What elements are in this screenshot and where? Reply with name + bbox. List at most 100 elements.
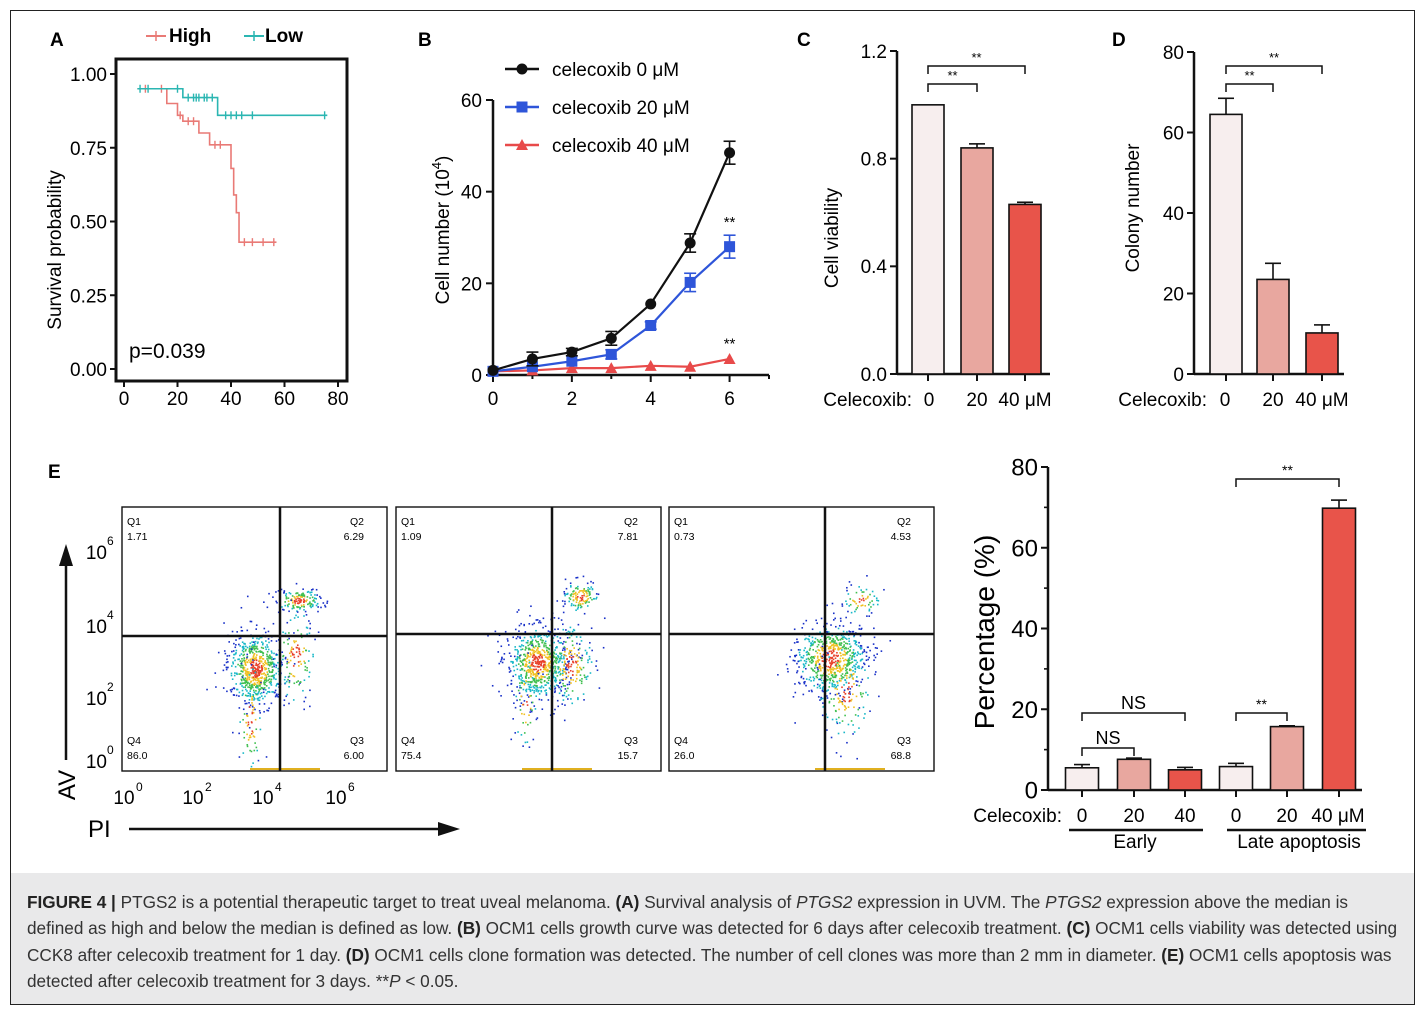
flow-dot: [857, 605, 859, 607]
flow-dot: [270, 640, 273, 642]
flow-dot: [295, 582, 298, 585]
flow-dot: [302, 689, 304, 692]
flow-dot: [536, 660, 539, 663]
flow-dot: [298, 600, 301, 603]
flow-dot: [554, 708, 556, 711]
flow-dot: [514, 732, 517, 734]
flow-dot: [267, 648, 270, 651]
flow-dot: [246, 690, 248, 692]
flow-x-tick-label: 10: [113, 788, 134, 809]
flow-dot: [862, 591, 865, 593]
flow-dot: [232, 662, 235, 665]
flow-dot: [265, 680, 268, 682]
flow-dot: [535, 679, 537, 681]
flow-q3-label: Q3: [624, 735, 638, 747]
flow-dot: [852, 649, 855, 651]
flow-dot: [832, 669, 834, 671]
flow-dot: [253, 749, 256, 752]
flow-dot: [529, 684, 532, 686]
flow-dot: [858, 601, 861, 603]
flow-dot: [847, 593, 850, 595]
flow-dot: [839, 644, 841, 646]
flow-dot: [320, 606, 322, 609]
flow-dot: [848, 643, 851, 645]
flow-dot: [857, 652, 860, 655]
flow-dot: [802, 677, 805, 680]
flow-dot: [865, 655, 868, 658]
flow-dot: [573, 653, 576, 655]
flow-dot: [546, 649, 548, 652]
flow-dot: [853, 635, 855, 638]
flow-dot: [520, 674, 523, 677]
flow-dot: [251, 711, 254, 714]
flow-dot: [827, 653, 829, 656]
flow-dot: [529, 653, 532, 655]
flow-dot: [528, 662, 530, 664]
flow-dot: [253, 707, 255, 709]
apoptosis-significance-bracket: [1081, 747, 1135, 756]
flow-dot: [537, 669, 540, 672]
flow-dot: [561, 669, 564, 672]
flow-dot: [251, 704, 254, 707]
flow-dot: [241, 660, 244, 662]
flow-dot: [232, 694, 235, 696]
flow-dot: [509, 670, 512, 672]
growth-x-tick-label: 0: [488, 389, 499, 410]
flow-dot: [308, 632, 311, 635]
flow-dot: [576, 593, 579, 595]
flow-dot: [586, 582, 589, 585]
flow-dot: [240, 666, 242, 669]
flow-dot: [809, 647, 811, 650]
flow-dot: [236, 631, 238, 633]
flow-dot: [834, 644, 837, 647]
flow-dot: [248, 674, 251, 676]
flow-dot: [860, 667, 863, 670]
flow-dot: [828, 673, 830, 676]
flow-dot: [553, 652, 556, 655]
flow-dot: [251, 683, 253, 686]
flow-dot: [541, 675, 543, 678]
flow-dot: [833, 654, 835, 656]
flow-dot: [591, 588, 594, 591]
growth-y-label-close: ): [433, 156, 454, 162]
survival-y-label: Survival probability: [45, 170, 66, 330]
flow-dot: [253, 691, 256, 693]
flow-dot: [828, 638, 831, 640]
flow-dot: [300, 594, 302, 597]
apoptosis-x-tick-label: 0: [1077, 806, 1088, 827]
flow-q2-label: Q2: [624, 516, 638, 528]
flow-dot: [832, 666, 834, 669]
flow-dot: [239, 660, 242, 662]
flow-dot: [248, 671, 250, 673]
flow-dot: [840, 634, 843, 637]
flow-dot: [529, 670, 532, 672]
flow-dot: [506, 684, 509, 687]
flow-dot: [820, 617, 823, 620]
flow-dot: [238, 691, 241, 694]
flow-dot: [290, 673, 293, 675]
flow-dot: [277, 670, 280, 673]
flow-dot: [796, 671, 798, 674]
flow-dot: [238, 673, 240, 675]
flow-dot: [855, 643, 858, 646]
flow-x-tick-exp: 4: [275, 780, 282, 794]
flow-dot: [577, 697, 579, 699]
flow-dot: [858, 684, 861, 687]
flow-dot: [250, 620, 253, 623]
flow-dot: [860, 589, 862, 591]
flow-dot: [563, 664, 565, 666]
flow-dot: [275, 591, 277, 593]
flow-dot: [258, 683, 260, 686]
flow-dot: [249, 690, 252, 692]
flow-dot: [514, 646, 517, 648]
flow-dot: [298, 594, 301, 596]
flow-dot: [253, 654, 255, 656]
flow-dot: [828, 646, 830, 648]
flow-dot: [835, 665, 838, 667]
flow-dot: [829, 637, 832, 640]
flow-dot: [828, 686, 831, 688]
flow-dot: [596, 669, 599, 672]
flow-x-tick-exp: 2: [205, 780, 212, 794]
flow-dot: [271, 652, 273, 654]
flow-dot: [295, 595, 298, 598]
